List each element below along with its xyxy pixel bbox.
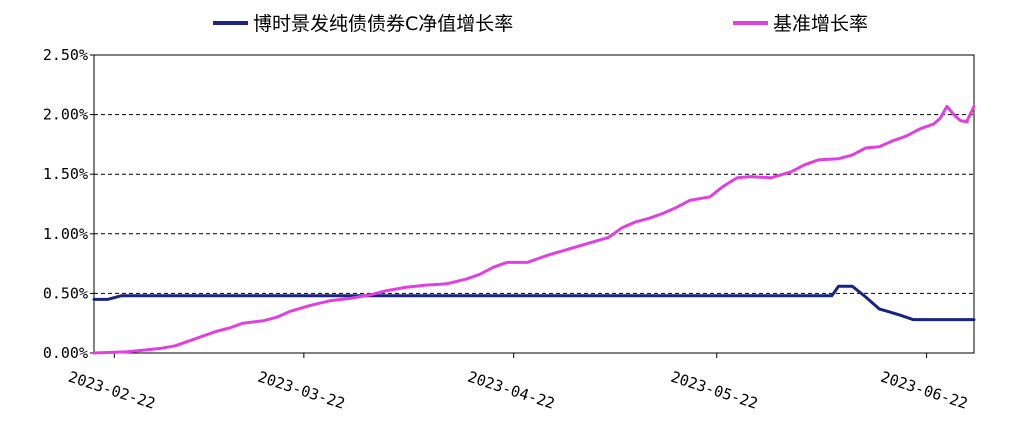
gridlines xyxy=(94,114,974,294)
x-tick-label: 2023-06-22 xyxy=(878,368,969,413)
x-axis: 2023-02-22 2023-03-22 2023-04-22 2023-05-22… xyxy=(66,353,970,413)
y-tick-label: 2.00% xyxy=(43,106,88,124)
y-tick-label: 1.00% xyxy=(43,225,88,243)
y-tick-label: 2.50% xyxy=(43,46,88,64)
plot-area-border xyxy=(93,54,975,354)
x-tick-label: 2023-05-22 xyxy=(669,368,760,413)
y-tick-label: 0.00% xyxy=(43,344,88,362)
legend-label-fund: 博时景发纯债债券C净值增长率 xyxy=(253,13,513,35)
series-lines xyxy=(92,104,976,355)
x-tick-label: 2023-02-22 xyxy=(66,368,157,413)
legend: 博时景发纯债债券C净值增长率 基准增长率 xyxy=(213,13,868,35)
y-tick-label: 0.50% xyxy=(43,284,88,302)
series-line-benchmark xyxy=(92,104,976,355)
y-axis: 0.00% 0.50% 1.00% 1.50% 2.00% 2.50% xyxy=(43,46,94,362)
y-tick-label: 1.50% xyxy=(43,165,88,183)
x-tick-label: 2023-04-22 xyxy=(466,368,557,413)
series-line-fund xyxy=(92,284,976,322)
x-tick-label: 2023-03-22 xyxy=(256,368,347,413)
legend-label-benchmark: 基准增长率 xyxy=(773,13,868,35)
